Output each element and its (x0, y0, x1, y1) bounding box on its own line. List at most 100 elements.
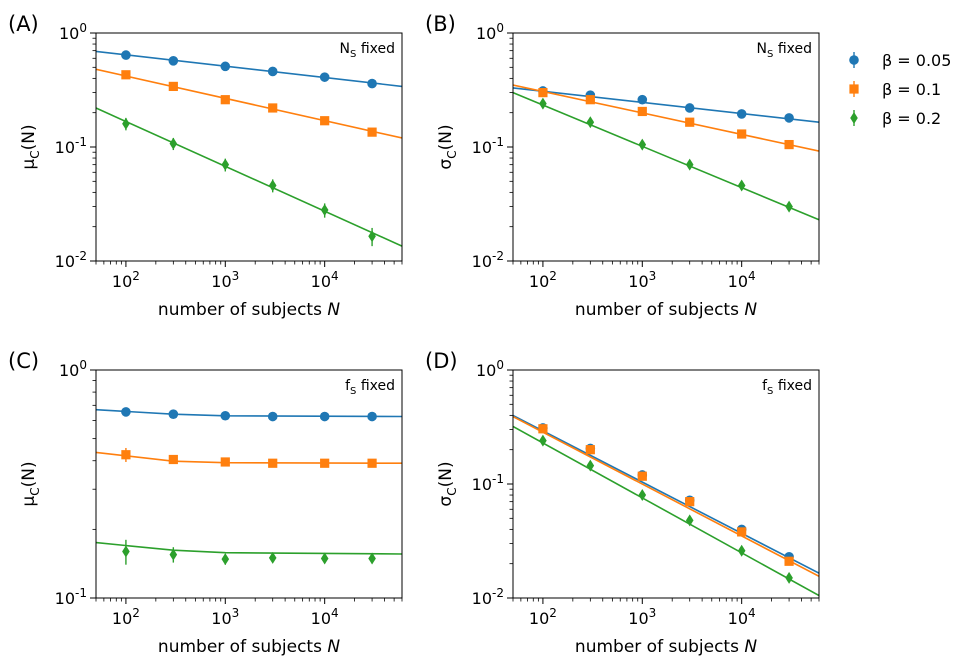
data-point-square (585, 445, 595, 455)
fit-line-2 (96, 451, 402, 465)
panel-label: (A) (8, 12, 39, 36)
panel-annotation: fS fixed (345, 378, 395, 397)
data-point-diamond (169, 548, 178, 561)
data-point-diamond (638, 138, 647, 151)
panel-label: (C) (8, 349, 39, 373)
data-point-square (268, 103, 278, 113)
x-tick-label: 104 (728, 269, 756, 291)
plot-frame (512, 369, 820, 599)
data-point-square (121, 450, 131, 460)
data-point-circle (367, 411, 377, 422)
x-tick-label: 103 (628, 269, 656, 291)
x-tick-label: 104 (311, 606, 339, 628)
x-tick-label: 104 (728, 606, 756, 628)
data-point-circle (168, 56, 179, 66)
data-point-square (168, 81, 178, 92)
x-axis-label: number of subjects N (575, 637, 757, 657)
x-axis-label: number of subjects N (575, 300, 757, 320)
x-tick-label: 103 (628, 606, 656, 628)
data-point-square (320, 458, 330, 468)
y-tick-label: 100 (59, 21, 87, 43)
x-axis-label: number of subjects N (158, 637, 340, 657)
fit-line-3 (96, 107, 402, 247)
data-point-square (637, 106, 647, 117)
data-point-circle (267, 66, 278, 77)
data-point-diamond (320, 204, 329, 217)
data-point-circle (220, 61, 231, 72)
data-point-circle (220, 410, 231, 421)
panel-label: (B) (425, 12, 456, 36)
data-point-square (320, 116, 330, 126)
data-point-circle (121, 50, 131, 60)
data-point-circle (736, 109, 747, 119)
data-point-square (784, 139, 794, 150)
data-point-square (585, 95, 595, 105)
legend-marker-square (849, 84, 859, 94)
data-point-diamond (685, 158, 694, 171)
x-tick-label: 104 (311, 269, 339, 291)
data-point-circle (367, 78, 377, 89)
y-axis-label: μC(N) (19, 124, 42, 169)
data-point-circle (121, 407, 131, 417)
data-point-diamond (737, 179, 746, 192)
y-axis-label: μC(N) (19, 461, 42, 506)
fit-line-3 (513, 425, 819, 597)
y-tick-label: 10-2 (472, 586, 504, 608)
data-point-diamond (169, 137, 178, 150)
x-tick-label: 102 (112, 606, 140, 628)
y-tick-label: 10-2 (55, 249, 87, 271)
y-axis-label: σC(N) (436, 461, 459, 506)
y-tick-label: 10-1 (472, 135, 504, 157)
x-tick-label: 103 (211, 269, 239, 291)
data-point-diamond (539, 97, 547, 110)
legend-label: β = 0.1 (882, 80, 941, 99)
x-tick-label: 103 (211, 606, 239, 628)
fit-line-1 (513, 87, 819, 123)
data-point-diamond (268, 551, 277, 564)
data-point-square (737, 129, 747, 139)
data-point-square (268, 458, 278, 468)
y-tick-label: 10-1 (472, 472, 504, 494)
data-point-diamond (586, 116, 595, 129)
data-point-square (637, 471, 647, 481)
data-point-circle (267, 411, 278, 422)
data-point-circle (784, 113, 794, 123)
panel-annotation: NS fixed (757, 41, 812, 60)
panel-annotation: fS fixed (762, 378, 812, 397)
data-point-diamond (368, 552, 376, 565)
plot-frame (512, 32, 820, 262)
y-axis-label: σC(N) (436, 124, 459, 169)
data-point-circle (319, 72, 330, 82)
data-point-diamond (586, 459, 595, 472)
data-point-diamond (221, 158, 230, 171)
fit-line-3 (96, 541, 402, 555)
data-point-square (220, 95, 230, 105)
chart-panel-c: 102 103 104 100 10-1 fS fixed (C) number of sub… (8, 349, 403, 657)
data-point-circle (684, 103, 695, 113)
data-point-square (367, 458, 377, 468)
fit-line-1 (96, 408, 402, 418)
y-tick-label: 10-1 (55, 135, 87, 157)
legend: β = 0.05 β = 0.1 β = 0.2 (849, 51, 951, 128)
x-tick-label: 102 (529, 606, 557, 628)
legend-label: β = 0.2 (882, 109, 941, 128)
x-tick-label: 102 (529, 269, 557, 291)
data-point-diamond (785, 200, 793, 213)
data-point-diamond (221, 553, 230, 566)
data-point-square (737, 527, 747, 537)
data-point-square (685, 117, 695, 127)
y-tick-label: 10-1 (55, 586, 87, 608)
fit-line-2 (513, 84, 819, 152)
fit-line-2 (96, 68, 402, 139)
x-axis-label: number of subjects N (158, 300, 340, 320)
legend-marker-diamond (850, 112, 858, 124)
y-tick-label: 100 (476, 358, 504, 380)
data-point-diamond (122, 117, 130, 130)
data-point-square (685, 497, 695, 507)
data-point-square (220, 457, 230, 467)
data-point-diamond (785, 571, 793, 584)
data-point-diamond (368, 230, 376, 243)
chart-panel-d: 102 103 104 100 10-1 10-2 fS fixed (D) number of… (425, 349, 820, 657)
fit-line-3 (513, 91, 819, 221)
fit-line-2 (513, 415, 819, 578)
